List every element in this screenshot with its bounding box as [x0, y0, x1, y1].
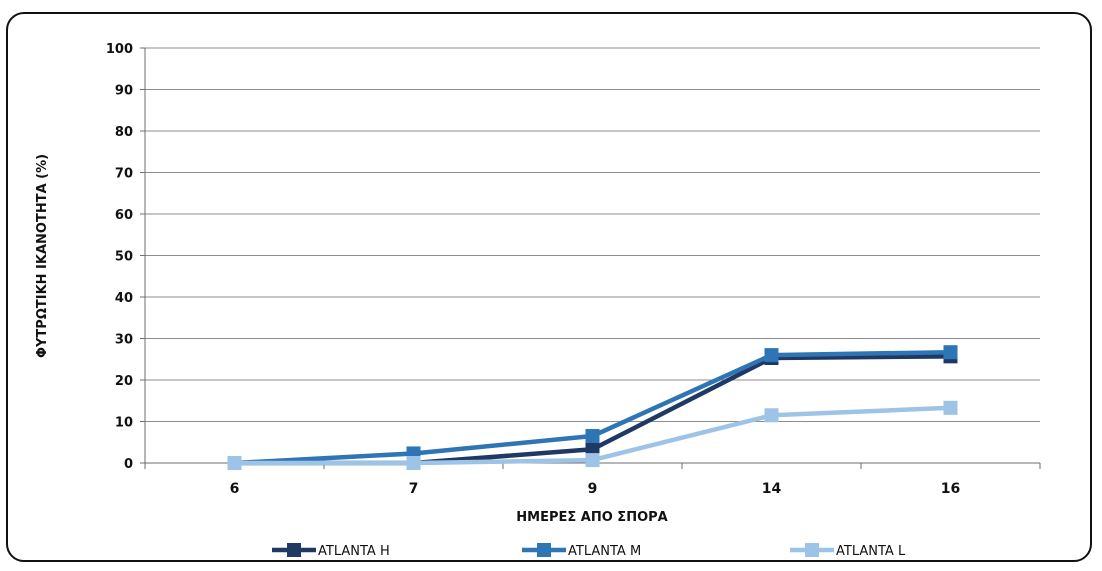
axes — [140, 47, 1041, 469]
y-tick-label: 80 — [115, 125, 133, 140]
y-tick-label: 10 — [115, 416, 133, 431]
y-tick-label: 50 — [115, 250, 133, 265]
series-atlanta-h — [227, 349, 958, 470]
y-tick-label: 30 — [115, 333, 133, 348]
legend-item: ATLANTA H — [272, 543, 390, 559]
y-tick-label: 20 — [115, 374, 133, 389]
data-point — [406, 456, 421, 470]
x-tick-label: 16 — [941, 481, 960, 497]
x-tick-labels: 6 7 9 14 16 — [230, 481, 961, 497]
y-tick-label: 100 — [106, 42, 133, 57]
data-point — [585, 453, 600, 468]
legend-marker — [537, 543, 551, 557]
y-tick-label: 40 — [115, 291, 133, 306]
x-tick-label: 14 — [762, 481, 782, 497]
data-point — [764, 348, 779, 363]
legend-marker — [287, 543, 301, 557]
y-tick-labels: 0 10 20 30 40 50 60 70 80 90 100 — [106, 42, 133, 472]
legend-label: ATLANTA L — [836, 544, 906, 559]
x-tick-label: 9 — [588, 481, 598, 497]
legend-label: ATLANTA M — [568, 544, 641, 559]
legend-item: ATLANTA M — [522, 543, 641, 559]
y-tick-label: 0 — [124, 457, 133, 472]
data-point — [943, 400, 958, 415]
data-point — [764, 408, 779, 423]
data-point — [585, 429, 600, 444]
y-tick-label: 60 — [115, 208, 133, 223]
gridlines — [145, 47, 1040, 422]
legend-item: ATLANTA L — [790, 543, 906, 559]
data-point — [943, 345, 958, 360]
chart-frame — [6, 12, 1092, 562]
series-atlanta-l — [227, 400, 958, 470]
data-point — [227, 456, 242, 470]
series — [227, 345, 958, 470]
y-axis-title: ΦΥΤΡΩΤΙΚΗ ΙΚΑΝΟΤΗΤΑ (%) — [35, 154, 50, 358]
legend-marker — [805, 543, 819, 557]
legend: ATLANTA H ATLANTA M ATLANTA L — [272, 543, 906, 559]
y-tick-label: 70 — [115, 167, 133, 182]
y-tick-label: 90 — [115, 84, 133, 99]
legend-label: ATLANTA H — [318, 544, 390, 559]
data-point — [585, 442, 600, 457]
x-tick-label: 7 — [409, 481, 419, 497]
x-tick-label: 6 — [230, 481, 240, 497]
x-axis-title: ΗΜΕΡΕΣ ΑΠΟ ΣΠΟΡΑ — [516, 510, 667, 525]
